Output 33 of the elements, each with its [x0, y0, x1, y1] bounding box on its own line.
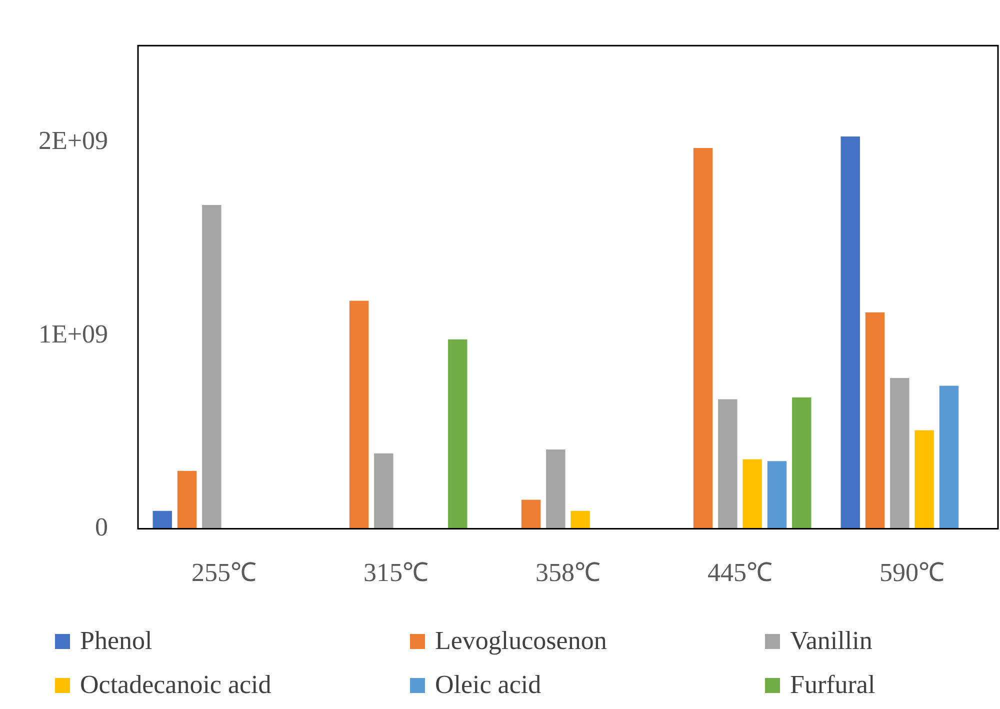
bar	[840, 136, 860, 529]
legend-label: Phenol	[80, 626, 152, 656]
bar	[570, 510, 590, 529]
y-tick-label: 1E+09	[38, 319, 108, 348]
legend-label: Levoglucosenon	[435, 626, 607, 656]
x-tick-label: 358℃	[536, 558, 600, 588]
y-tick-label: 0	[95, 512, 108, 542]
legend-label: Oleic acid	[435, 670, 542, 700]
legend-label: Vanillin	[790, 626, 872, 656]
bar	[865, 312, 885, 529]
bar	[177, 470, 197, 529]
bar	[521, 500, 541, 529]
bar	[890, 378, 910, 529]
bar	[349, 300, 369, 529]
bar	[546, 450, 566, 529]
bar	[914, 430, 934, 529]
bar	[939, 386, 959, 529]
x-tick-label: 315℃	[364, 558, 428, 588]
bar	[718, 399, 738, 529]
bar	[767, 461, 787, 529]
bar	[693, 148, 713, 529]
bar	[202, 205, 222, 529]
bar	[152, 510, 172, 529]
bar	[742, 459, 762, 529]
y-tick-label: 2E+09	[38, 126, 108, 156]
x-tick-label: 255℃	[192, 558, 256, 588]
bar	[374, 453, 394, 529]
legend-label: Octadecanoic acid	[80, 670, 272, 700]
bar	[448, 339, 468, 529]
bar	[792, 397, 812, 529]
x-tick-label: 445℃	[708, 558, 772, 588]
x-tick-label: 590℃	[880, 558, 944, 588]
legend-label: Furfural	[790, 670, 876, 700]
